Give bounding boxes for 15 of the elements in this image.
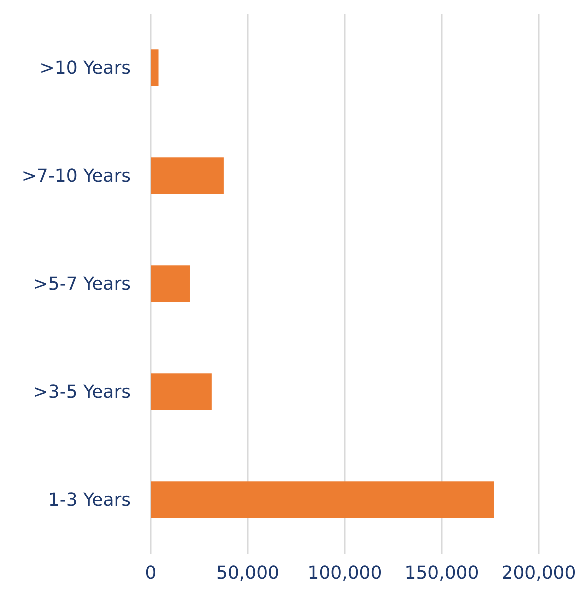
x-tick-label: 50,000 <box>216 562 280 584</box>
bar <box>151 50 159 86</box>
bar <box>151 266 190 302</box>
x-tick-label: 100,000 <box>308 562 382 584</box>
bar <box>151 482 494 518</box>
x-tick-label: 150,000 <box>404 562 480 584</box>
x-tick-label: 200,000 <box>502 562 576 584</box>
y-tick-label: >3-5 Years <box>33 382 131 403</box>
y-tick-label: >10 Years <box>40 58 131 79</box>
y-tick-label: 1-3 Years <box>48 490 131 511</box>
y-tick-label: >5-7 Years <box>33 274 131 295</box>
bar <box>151 158 224 194</box>
bar <box>151 374 212 410</box>
y-tick-label: >7-10 Years <box>22 166 131 187</box>
x-tick-label: 0 <box>145 562 157 584</box>
